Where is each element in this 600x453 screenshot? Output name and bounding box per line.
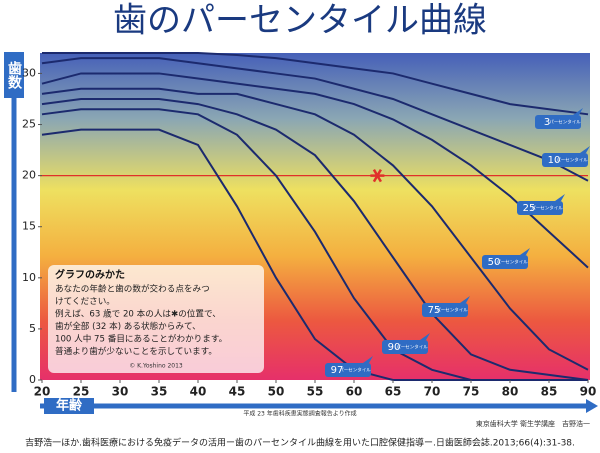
x-tick-label: 85 <box>541 385 558 399</box>
series-label: 90 <box>388 342 401 353</box>
series-label-suffix: パーセンタイル <box>436 307 468 314</box>
legend-line: 歯が全部 (32 本) ある状態からみて、 <box>55 320 201 332</box>
legend-line: けてください。 <box>55 296 115 307</box>
series-label-suffix: パーセンタイル <box>531 205 563 212</box>
callout-pointer <box>555 194 565 201</box>
callout-pointer <box>363 356 373 363</box>
callout-box <box>535 115 581 129</box>
series-label-suffix: パーセンタイル <box>339 367 371 374</box>
callout-box <box>422 303 468 317</box>
legend-line: あなたの年齢と歯の数が交わる点をみつ <box>55 283 210 295</box>
series-label-suffix: パーセンタイル <box>496 259 528 266</box>
series-label: 75 <box>428 305 441 316</box>
percentile-line <box>42 52 589 116</box>
y-axis-label: 歯数 <box>6 60 22 90</box>
x-tick-label: 45 <box>229 385 246 399</box>
y-label-box <box>4 52 24 98</box>
x-tick-label: 35 <box>151 385 168 399</box>
series-label-suffix: パーセンタイル <box>549 119 581 126</box>
x-tick-label: 40 <box>190 385 207 399</box>
citation: 吉野浩一ほか.歯科医療における免疫データの活用ー歯のパーセンタイル曲線を用いた口… <box>25 437 575 449</box>
callout-pointer <box>573 108 583 115</box>
plot: 3 パーセンタイル10パーセンタイル25パーセンタイル50パーセンタイル75パーセ… <box>40 52 590 381</box>
callout-box <box>482 255 528 269</box>
y-tick-label: 15 <box>22 220 36 233</box>
y-tick-label: 30 <box>22 66 36 79</box>
callout-box <box>542 153 588 167</box>
percentile-line <box>41 128 588 381</box>
series-label: 50 <box>488 257 501 268</box>
legend-line: 普通より歯が少ないことを示しています。 <box>55 345 217 357</box>
marker-stroke <box>372 168 382 183</box>
y-tick-label: 5 <box>29 322 36 335</box>
institution: 東京歯科大学 衛生学講座 吉野浩一 <box>476 419 590 428</box>
x-tick-label: 30 <box>112 385 129 399</box>
x-tick-label: 90 <box>580 385 597 399</box>
example-marker <box>370 168 385 183</box>
x-tick-label: 60 <box>346 385 363 399</box>
source-note: 平成 23 年歯科疾患実態調査報告より作成 <box>243 410 356 418</box>
x-axis-label: 年齢 <box>56 398 83 414</box>
y-tick-label: 25 <box>22 118 36 131</box>
x-tick-label: 25 <box>73 385 90 399</box>
series-label: 10 <box>548 155 561 166</box>
x-tick-label: 50 <box>268 385 285 399</box>
percentile-line <box>41 72 589 269</box>
callout-pointer <box>420 333 430 340</box>
x-tick-label: 55 <box>307 385 324 399</box>
y-tick-label: 20 <box>22 169 36 182</box>
chart-title: 歯のパーセンタイル曲線 <box>113 1 487 41</box>
callout-pointer <box>460 296 470 303</box>
x-tick-label: 70 <box>424 385 441 399</box>
percentile-line <box>41 87 589 371</box>
series-label: 3 <box>544 117 550 128</box>
legend-box <box>48 265 264 373</box>
callout-pointer <box>580 146 590 153</box>
x-label-box <box>44 398 94 414</box>
callout-box <box>382 340 428 354</box>
x-tick-label: 75 <box>463 385 480 399</box>
series-label-suffix: パーセンタイル <box>396 344 428 351</box>
x-tick-label: 80 <box>502 385 519 399</box>
legend-line: 例えば、63 歳で 20 本の人は✱の位置で、 <box>55 308 221 320</box>
series-label-suffix: パーセンタイル <box>556 157 588 164</box>
percentile-line <box>41 57 589 182</box>
x-arrow-head <box>586 399 598 413</box>
y-tick-label: 0 <box>29 373 36 386</box>
credit: © K.Yoshino 2013 <box>129 363 183 370</box>
callout-box <box>517 201 563 215</box>
y-tick-label: 10 <box>22 271 36 284</box>
series-label: 25 <box>523 203 536 214</box>
series-label: 97 <box>331 365 344 376</box>
callout-pointer <box>520 248 530 255</box>
legend-line: 100 人中 75 番目にあることがわかります。 <box>55 333 227 345</box>
callout-box <box>325 363 371 377</box>
legend-title: グラフのみかた <box>55 268 125 281</box>
x-tick-label: 20 <box>34 385 51 399</box>
percentile-line <box>41 97 589 381</box>
x-tick-label: 65 <box>385 385 402 399</box>
